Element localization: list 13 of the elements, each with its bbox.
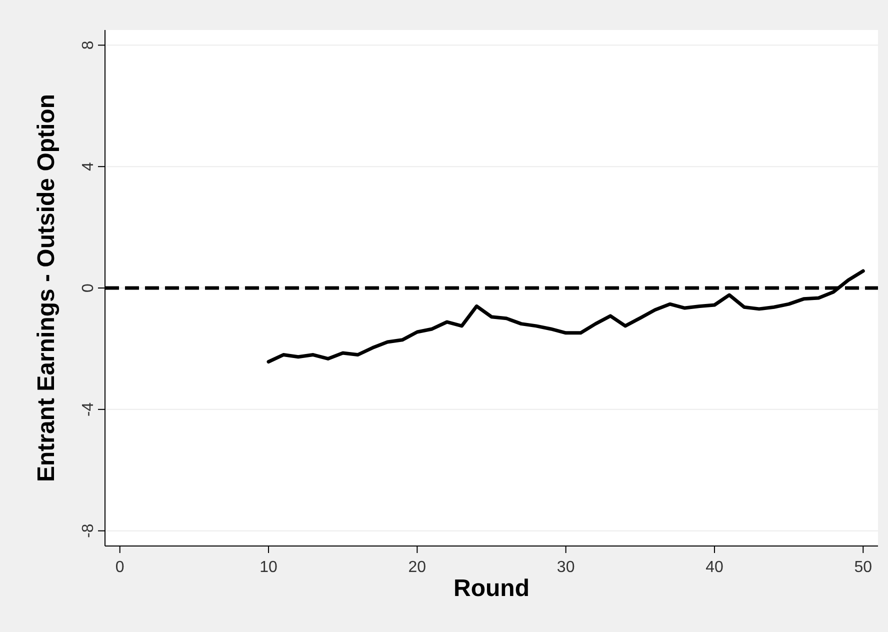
x-axis-title: Round <box>454 575 530 602</box>
y-tick-label: -4 <box>80 402 97 417</box>
y-tick-label: 0 <box>80 283 97 292</box>
x-tick-label: 40 <box>706 559 724 576</box>
y-axis-title: Entrant Earnings - Outside Option <box>33 94 60 482</box>
y-tick-label: -8 <box>80 524 97 538</box>
x-tick-label: 20 <box>408 559 426 576</box>
x-tick-label: 0 <box>115 559 124 576</box>
x-tick-label: 50 <box>854 559 872 576</box>
x-tick-label: 10 <box>260 559 278 576</box>
y-tick-label: 8 <box>80 40 97 50</box>
y-tick-label: 4 <box>80 162 97 172</box>
x-tick-label: 30 <box>556 559 575 576</box>
